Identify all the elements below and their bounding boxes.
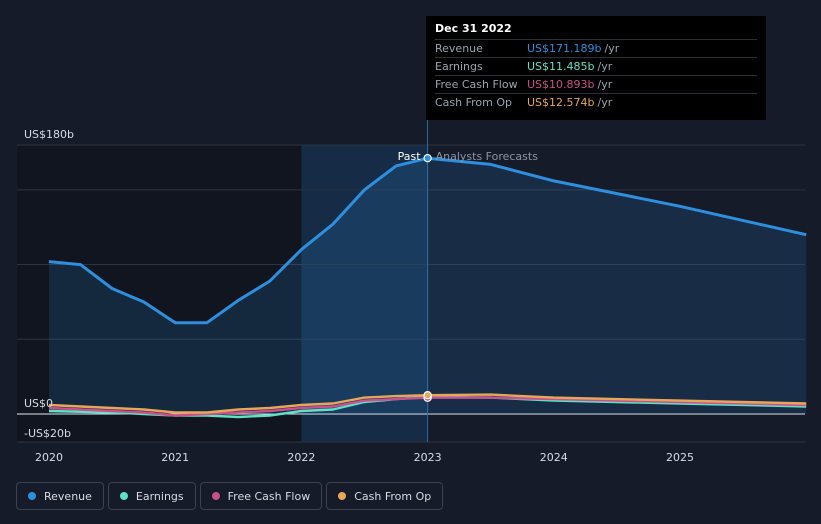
x-tick-label: 2024	[540, 451, 568, 464]
tooltip-row-cfo: Cash From Op US$12.574b /yr	[435, 93, 757, 111]
legend-item-revenue[interactable]: Revenue	[16, 482, 104, 510]
legend-label: Free Cash Flow	[227, 489, 311, 503]
tooltip-value: US$171.189b	[527, 42, 602, 55]
tooltip-unit: /yr	[597, 60, 613, 73]
revenue-dot-icon	[28, 492, 36, 500]
marker-cash-from-op	[423, 391, 432, 400]
fcf-dot-icon	[211, 492, 220, 500]
tooltip-panel: Dec 31 2022 Revenue US$171.189b /yr Earn…	[426, 16, 766, 120]
x-tick-label: 2025	[666, 451, 694, 464]
tooltip-row-fcf: Free Cash Flow US$10.893b /yr	[435, 75, 757, 93]
legend-item-earnings[interactable]: Earnings	[107, 482, 196, 510]
tooltip-unit: /yr	[604, 42, 620, 55]
x-tick-label: 2023	[414, 451, 442, 464]
hover-band	[301, 145, 428, 442]
tooltip-value: US$11.485b	[527, 60, 595, 73]
legend-item-cfo[interactable]: Cash From Op	[326, 482, 444, 510]
past-shade	[17, 145, 302, 442]
tooltip-date: Dec 31 2022	[435, 22, 512, 35]
series-line-free-cash-flow	[48, 396, 807, 417]
tooltip-label: Earnings	[435, 60, 483, 73]
revenue-area	[49, 158, 807, 414]
y-tick-label: US$0	[24, 397, 53, 410]
earnings-dot-icon	[119, 492, 128, 500]
legend-label: Revenue	[44, 489, 92, 503]
legend-label: Cash From Op	[354, 489, 432, 503]
tooltip-unit: /yr	[597, 96, 613, 109]
revenue-earnings-chart: US$180b US$0 -US$20b 2020 2021 2022 2023 2024 20…	[17, 120, 807, 464]
y-tick-label: -US$20b	[24, 427, 71, 440]
legend-item-fcf[interactable]: Free Cash Flow	[199, 482, 323, 510]
tooltip-value: US$12.574b	[527, 96, 595, 109]
cfo-dot-icon	[338, 492, 347, 500]
forecast-label: Analysts Forecasts	[436, 150, 539, 163]
marker-revenue	[423, 153, 432, 163]
x-tick-label: 2022	[287, 451, 315, 464]
legend-label: Earnings	[135, 489, 184, 503]
tooltip-unit: /yr	[597, 78, 613, 91]
y-tick-label: US$180b	[24, 128, 74, 141]
series-line-revenue	[48, 156, 807, 325]
tooltip-label: Cash From Op	[435, 96, 513, 109]
tooltip-row-earnings: Earnings US$11.485b /yr	[435, 57, 757, 75]
tooltip-row-revenue: Revenue US$171.189b /yr	[435, 39, 757, 57]
tooltip-value: US$10.893b	[527, 78, 595, 91]
x-tick-label: 2021	[161, 451, 189, 464]
tooltip-label: Revenue	[435, 42, 483, 55]
series-line-cash-from-op	[48, 393, 807, 414]
tooltip-label: Free Cash Flow	[435, 78, 518, 91]
past-label: Past	[398, 150, 422, 163]
x-tick-label: 2020	[35, 451, 63, 464]
chart-legend: Revenue Earnings Free Cash Flow Cash Fro…	[16, 482, 444, 512]
